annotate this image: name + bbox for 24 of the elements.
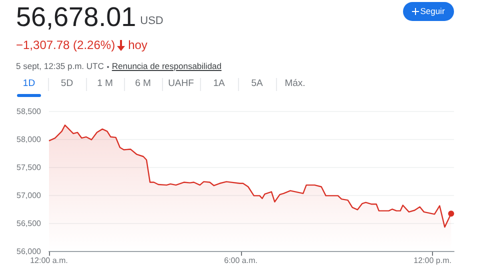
follow-button: Seguir	[403, 2, 454, 21]
text: 6 M	[134, 78, 152, 89]
text: UAHF	[167, 78, 195, 89]
y-tick-label: 57,500	[16, 163, 42, 172]
y-tick-label: 58,000	[16, 135, 42, 144]
y-tick-label: 58,500	[16, 107, 42, 116]
y-tick-label: 57,000	[16, 191, 42, 200]
x-tick-label: 12:00 p.m.	[414, 256, 452, 266]
text: USD	[140, 15, 164, 27]
chart-title: 56,678.01	[16, 2, 136, 33]
text: 5A	[250, 78, 264, 89]
text: 5D	[60, 78, 74, 89]
text: −1,307.78 (2.26%)	[16, 38, 116, 52]
y-tick-label: 56,500	[16, 219, 42, 228]
text: Renuncia de responsabilidad	[112, 61, 222, 71]
text: 1 M	[96, 78, 114, 89]
text: 1D	[22, 78, 36, 89]
text: hoy	[128, 38, 148, 52]
y-tick-label: 56,000	[16, 247, 42, 256]
text: Máx.	[284, 78, 306, 89]
x-tick-label: 12:00 a.m.	[30, 256, 68, 266]
x-tick-label: 6:00 a.m.	[224, 256, 258, 266]
text: 5 sept, 12:35 p.m. UTC	[16, 61, 104, 71]
text: 1A	[212, 78, 226, 89]
